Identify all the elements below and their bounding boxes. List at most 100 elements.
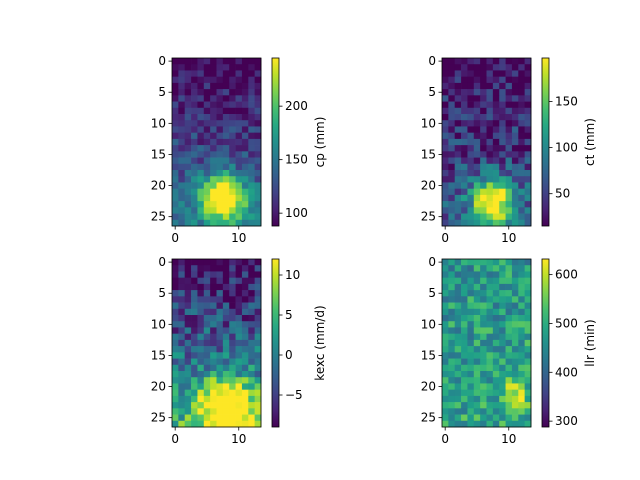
heatmap-cell xyxy=(172,377,179,384)
heatmap-cell xyxy=(524,408,532,415)
heatmap-cell xyxy=(461,352,468,359)
heatmap-cell xyxy=(473,188,481,196)
heatmap-cell xyxy=(178,408,186,415)
heatmap-cell xyxy=(178,213,186,221)
heatmap-cell xyxy=(518,95,525,102)
heatmap-cell xyxy=(473,207,481,214)
heatmap-cell xyxy=(172,126,179,134)
heatmap-cell xyxy=(197,395,205,403)
heatmap-cell xyxy=(486,120,494,127)
heatmap-cell xyxy=(480,219,487,227)
heatmap-cell xyxy=(172,395,179,403)
heatmap-cell xyxy=(222,114,230,121)
heatmap-cell xyxy=(454,333,462,341)
heatmap-cell xyxy=(184,58,192,65)
heatmap-cell xyxy=(524,358,532,366)
heatmap-cell xyxy=(254,126,262,134)
heatmap-cell xyxy=(473,145,481,152)
heatmap-cell xyxy=(172,138,179,146)
heatmap-cell xyxy=(197,283,205,291)
heatmap-cell xyxy=(511,145,519,152)
heatmap-cell xyxy=(254,296,262,303)
heatmap-cell xyxy=(486,58,494,65)
heatmap-cell xyxy=(461,157,468,165)
heatmap-cell xyxy=(499,321,506,328)
heatmap-cell xyxy=(473,290,481,297)
heatmap-cell xyxy=(241,364,249,372)
heatmap-cell xyxy=(486,126,494,134)
heatmap-cell xyxy=(197,290,205,297)
heatmap-cell xyxy=(210,76,217,84)
heatmap-cell xyxy=(480,170,487,177)
heatmap-cell xyxy=(473,95,481,102)
heatmap-cell xyxy=(229,315,236,322)
heatmap-cell xyxy=(473,138,481,146)
heatmap-cell xyxy=(524,333,532,341)
heatmap-cell xyxy=(172,296,179,303)
y-tick-label: 20 xyxy=(151,380,166,394)
heatmap-cell xyxy=(172,82,179,90)
heatmap-cell xyxy=(235,383,243,391)
heatmap-cell xyxy=(480,302,487,310)
heatmap-cell xyxy=(499,213,506,221)
heatmap-cell xyxy=(461,138,468,146)
heatmap-cell xyxy=(511,302,519,310)
heatmap-cell xyxy=(254,395,262,403)
heatmap-cell xyxy=(216,377,224,384)
x-tick-label: 10 xyxy=(501,231,516,245)
heatmap-cell xyxy=(203,277,211,285)
heatmap-cell xyxy=(216,151,224,158)
heatmap-cell xyxy=(235,163,243,171)
heatmap-cell xyxy=(191,302,198,310)
heatmap-cell xyxy=(454,308,462,316)
heatmap-cell xyxy=(486,170,494,177)
heatmap-cell xyxy=(473,82,481,90)
heatmap-cell xyxy=(222,58,230,65)
heatmap-cell xyxy=(197,82,205,90)
heatmap-cell xyxy=(442,265,449,272)
heatmap-cell xyxy=(524,346,532,353)
heatmap-cell xyxy=(210,265,217,272)
heatmap-cell xyxy=(210,163,217,171)
heatmap-cell xyxy=(486,176,494,183)
heatmap-cell xyxy=(448,420,456,428)
heatmap-cell xyxy=(222,188,230,196)
heatmap-cell xyxy=(467,64,475,71)
heatmap-cell xyxy=(210,346,217,353)
heatmap-cell xyxy=(467,188,475,196)
heatmap-cell xyxy=(184,107,192,115)
heatmap-cell xyxy=(172,157,179,165)
heatmap-cell xyxy=(172,107,179,115)
heatmap-cell xyxy=(448,296,456,303)
heatmap-cell xyxy=(454,151,462,158)
heatmap-cell xyxy=(461,176,468,183)
heatmap-cell xyxy=(178,402,186,409)
heatmap-cell xyxy=(178,64,186,71)
heatmap-cell xyxy=(480,126,487,134)
heatmap-cell xyxy=(499,308,506,316)
heatmap-cell xyxy=(241,414,249,422)
heatmap-cell xyxy=(505,377,513,384)
heatmap-cell xyxy=(178,219,186,227)
heatmap-cell xyxy=(511,271,519,279)
heatmap-cell xyxy=(480,277,487,285)
heatmap-cell xyxy=(511,339,519,347)
heatmap-cell xyxy=(210,145,217,152)
heatmap-cell xyxy=(442,389,449,397)
heatmap-cell xyxy=(191,271,198,279)
heatmap-cell xyxy=(454,395,462,403)
heatmap-cell xyxy=(442,114,449,121)
heatmap-cell xyxy=(505,352,513,359)
heatmap-cell xyxy=(492,339,500,347)
heatmap-cell xyxy=(191,194,198,202)
heatmap-cell xyxy=(210,157,217,165)
heatmap-cell xyxy=(461,259,468,266)
heatmap-cell xyxy=(197,145,205,152)
heatmap-cell xyxy=(235,395,243,403)
heatmap-cell xyxy=(499,188,506,196)
heatmap-cell xyxy=(172,277,179,285)
heatmap-cell xyxy=(486,89,494,96)
heatmap-cell xyxy=(197,126,205,134)
